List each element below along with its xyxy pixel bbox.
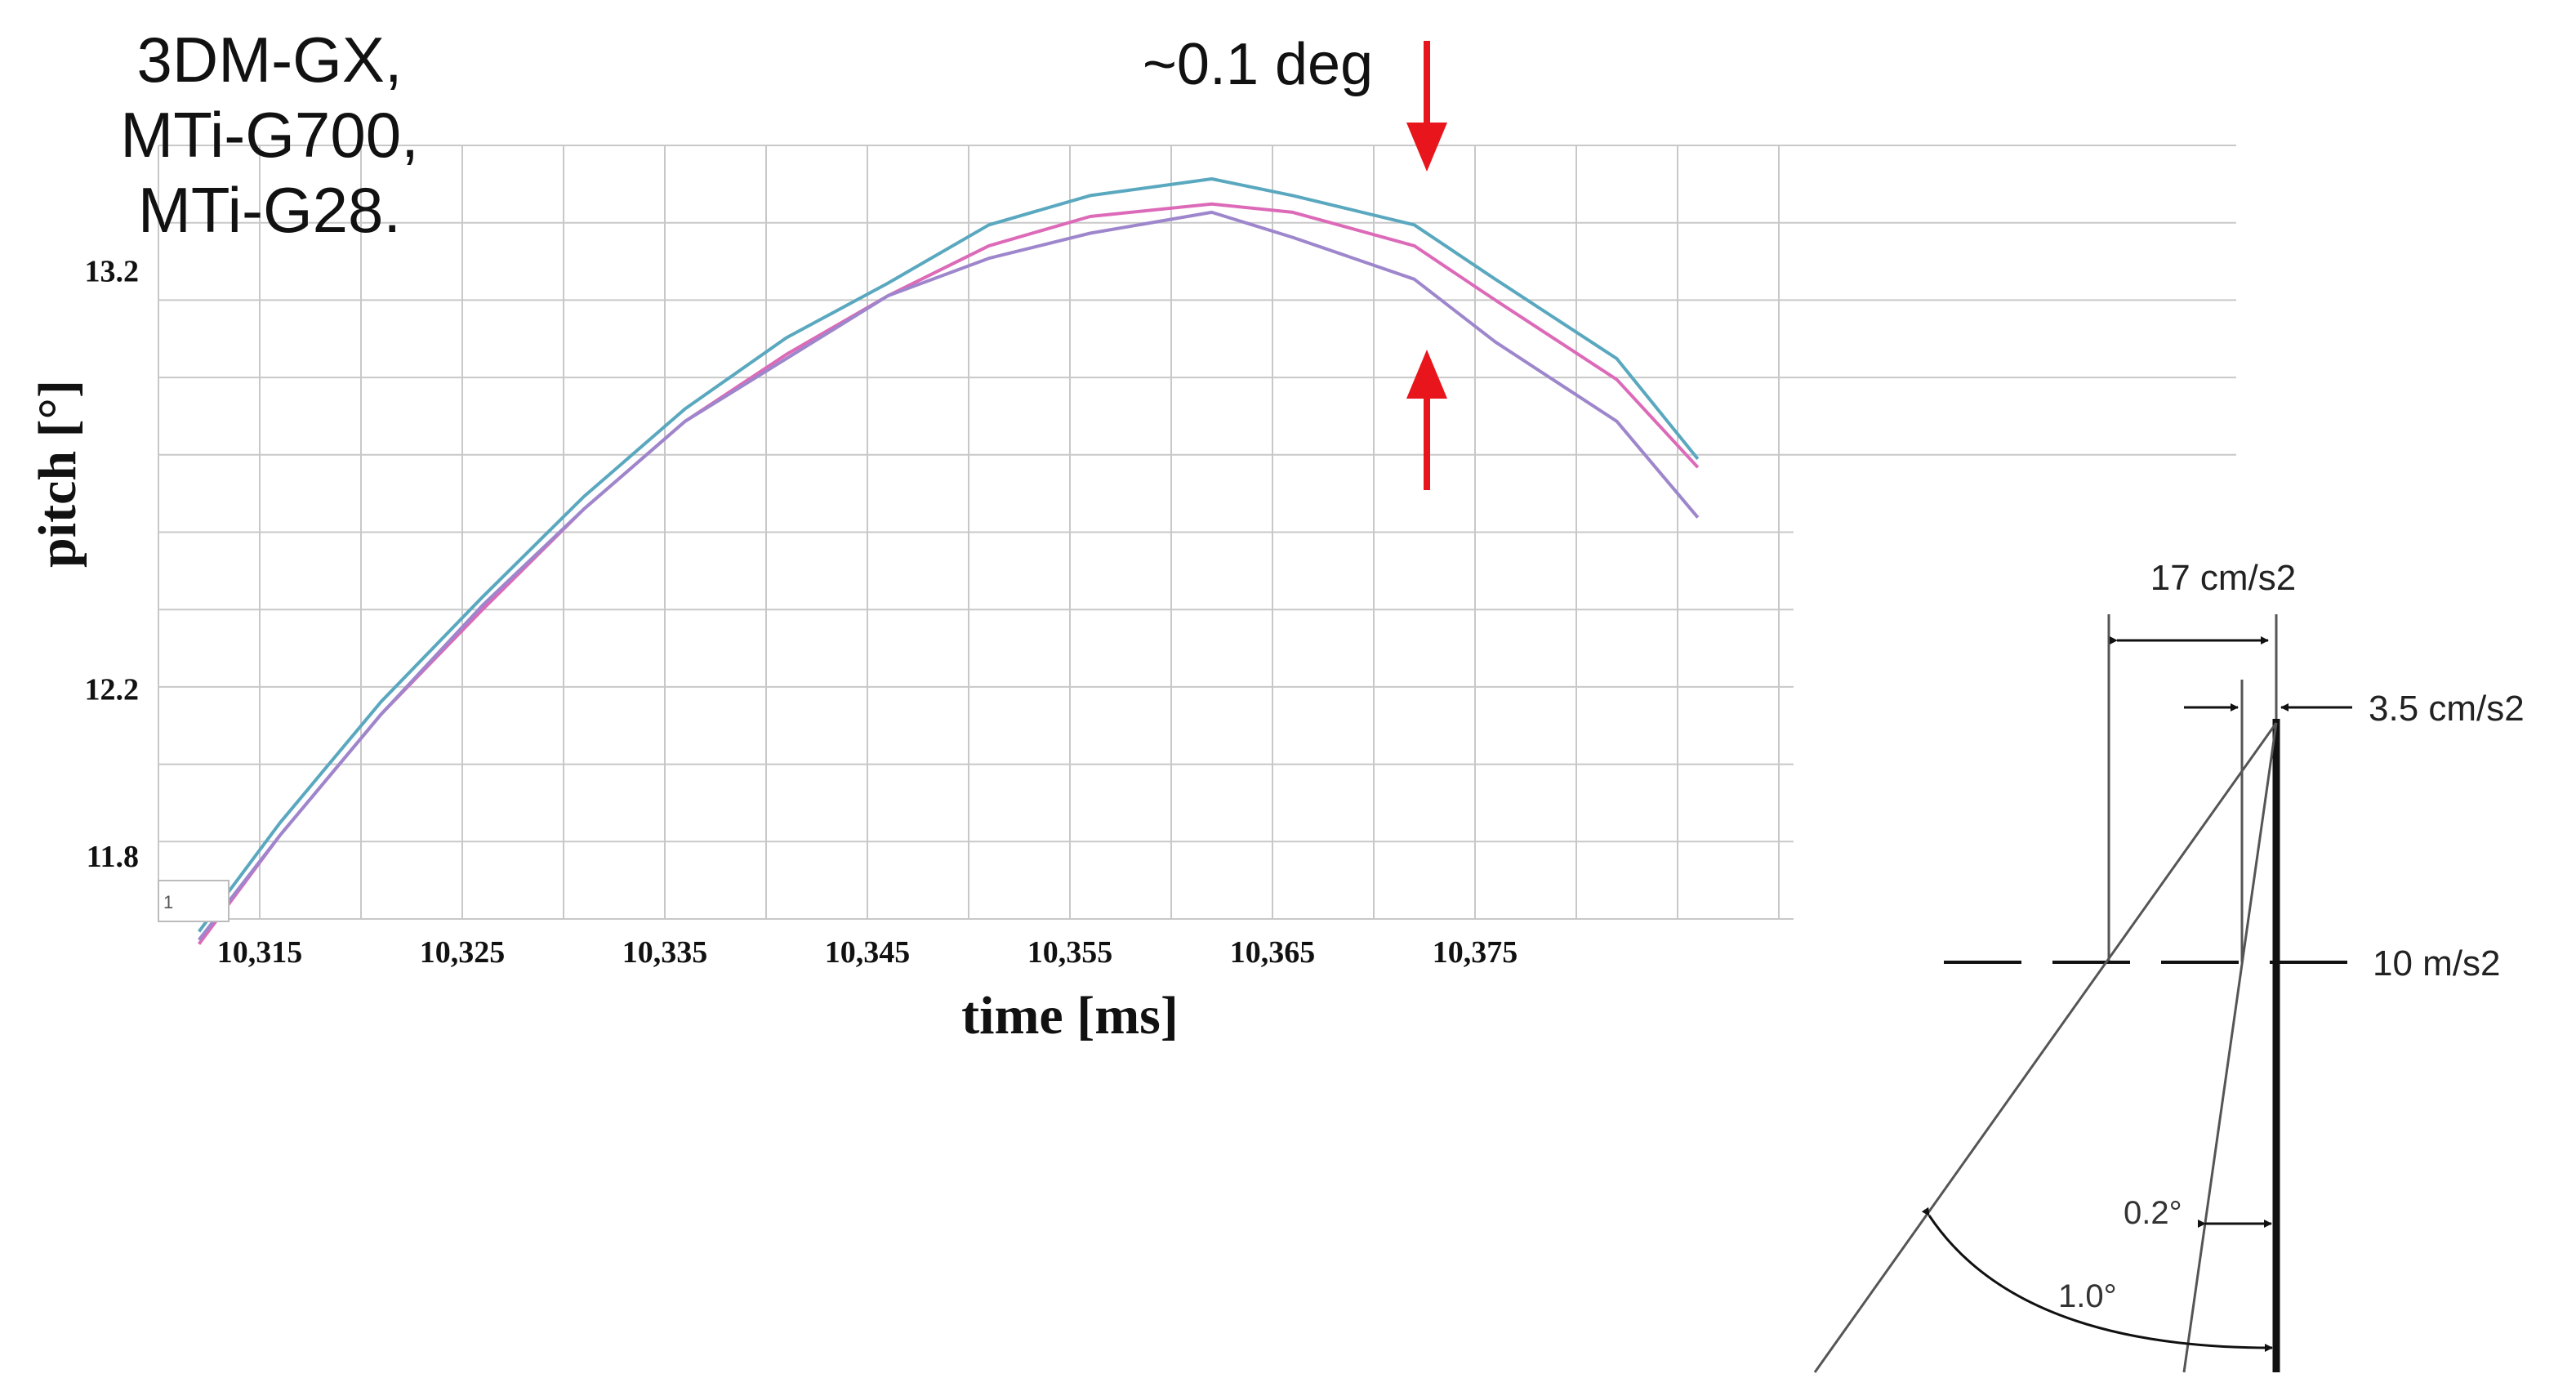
label-3-5-cms2: 3.5 cm/s2	[2369, 689, 2525, 729]
x-tick-label: 10,335	[622, 935, 708, 970]
y-tick-label: 13.2	[85, 255, 140, 289]
plot-index-label: 1	[163, 892, 173, 912]
label-0-2-deg: 0.2°	[2124, 1195, 2182, 1231]
tilt-line-1-0-deg	[1813, 722, 2278, 1373]
difference-annotation: ~0.1 deg	[1143, 32, 1447, 490]
angle-1-0-arc	[1921, 1206, 2273, 1352]
x-tick-label: 10,345	[825, 935, 911, 970]
x-tick-label: 10,315	[217, 935, 303, 970]
legend-line-2: MTi-G700,	[120, 99, 419, 171]
legend-line-1: 3DM-GX,	[136, 24, 402, 96]
difference-arrows	[1406, 41, 1447, 490]
series-line-1	[197, 177, 1700, 933]
label-1-0-deg: 1.0°	[2058, 1278, 2117, 1314]
acceleration-diagram: 17 cm/s2 3.5 cm/s2 10 m/s2 0.2° 1.0°	[1794, 523, 2576, 1396]
difference-label: ~0.1 deg	[1143, 32, 1373, 97]
legend: 3DM-GX, MTi-G700, MTi-G28.	[120, 24, 419, 246]
up-arrow-head	[1406, 350, 1447, 399]
series-line-3	[198, 210, 1700, 941]
x-tick-label: 10,355	[1027, 935, 1113, 970]
label-10-ms2: 10 m/s2	[2373, 943, 2501, 983]
label-17-cms2: 17 cm/s2	[2150, 558, 2297, 598]
y-tick-label: 11.8	[87, 840, 139, 874]
series-line-2	[197, 202, 1700, 945]
x-tick-labels: 10,315 10,325 10,335 10,345 10,355 10,365 10,3…	[217, 935, 1518, 970]
x-tick-label: 10,365	[1230, 935, 1316, 970]
y-axis-title: pitch [°]	[28, 380, 87, 568]
plot-index-box	[158, 880, 230, 922]
y-tick-label: 12.2	[85, 672, 140, 707]
y-tick-labels: 13.2 12.2 11.8	[85, 255, 140, 875]
x-axis-title: time [ms]	[961, 986, 1179, 1046]
series-layer	[197, 177, 1700, 945]
legend-line-3: MTi-G28.	[138, 174, 401, 246]
down-arrow-head	[1406, 123, 1447, 172]
x-tick-label: 10,325	[420, 935, 506, 970]
x-tick-label: 10,375	[1433, 935, 1518, 970]
